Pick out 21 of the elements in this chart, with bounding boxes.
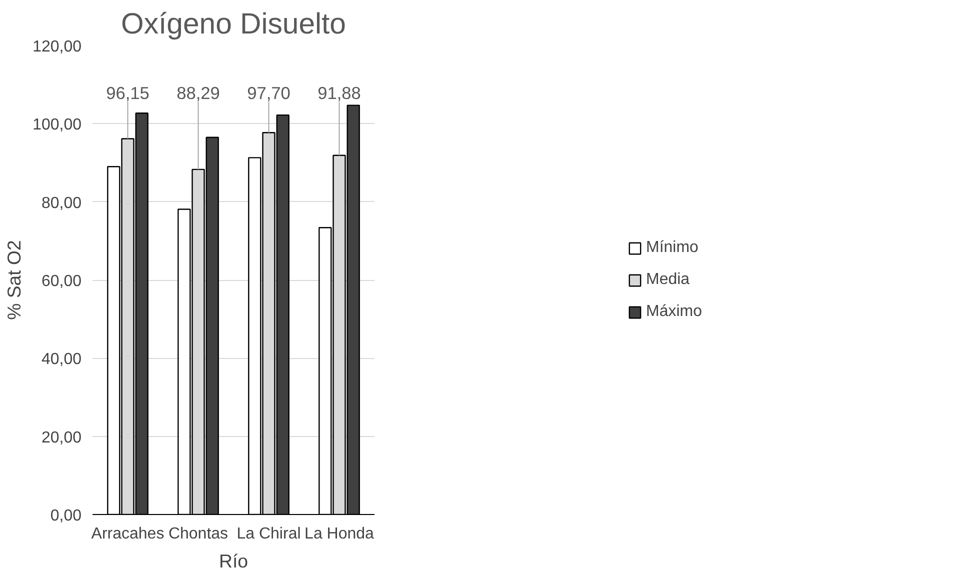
- data-label: 96,15: [106, 82, 150, 103]
- x-tick-label: Chontas: [168, 526, 228, 542]
- data-label: 97,70: [247, 82, 290, 103]
- y-tick-label: 0,00: [50, 508, 82, 524]
- y-tick-label: 20,00: [41, 429, 82, 446]
- x-tick-label: Arracahes: [91, 526, 164, 542]
- legend-label: Media: [646, 270, 690, 288]
- y-tick-label: 60,00: [41, 273, 82, 290]
- y-tick-label: 120,00: [32, 38, 82, 56]
- legend-label: Máximo: [646, 302, 702, 320]
- y-axis-title: % Sat O2: [4, 240, 25, 320]
- data-label: 88,29: [176, 82, 220, 103]
- x-tick-label: La Chiral: [236, 526, 301, 542]
- y-tick-label: 40,00: [41, 351, 82, 368]
- y-tick-label: 80,00: [41, 194, 82, 212]
- legend-label: Mínimo: [646, 238, 698, 256]
- x-axis-title: Río: [218, 550, 248, 572]
- y-tick-label: 100,00: [32, 116, 82, 134]
- data-label: 91,88: [318, 82, 361, 103]
- x-tick-label: La Honda: [304, 526, 374, 542]
- chart-title: Oxígeno Disuelto: [121, 8, 346, 40]
